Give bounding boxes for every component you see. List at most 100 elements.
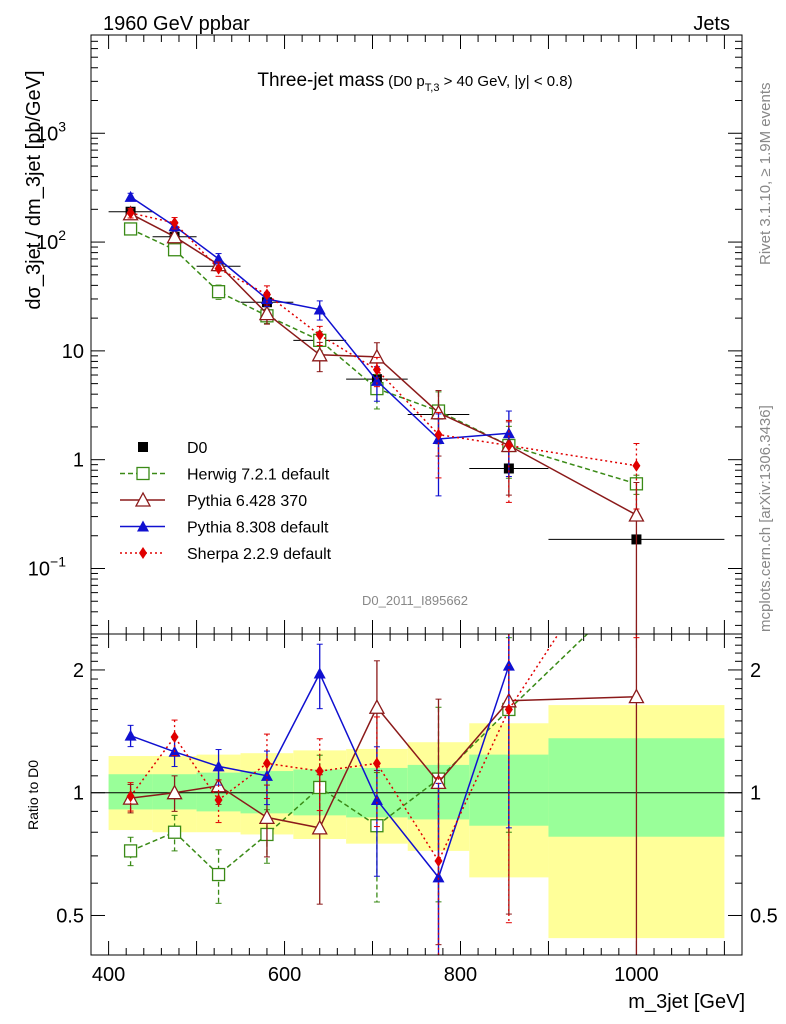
lower-point — [214, 793, 223, 806]
upper-y-tick-label: 10−1 — [28, 553, 66, 580]
upper-point — [372, 363, 381, 376]
lower-point — [434, 855, 443, 868]
lower-point — [166, 784, 183, 800]
lower-point — [504, 703, 513, 716]
upper-point — [311, 346, 328, 362]
x-tick-label: 400 — [92, 964, 125, 986]
header-right: Jets — [693, 13, 730, 35]
upper-point — [258, 305, 276, 321]
upper-point — [504, 439, 513, 452]
lower-point — [628, 688, 645, 704]
upper-series-line-2 — [130, 196, 509, 440]
lower-y-tick-label-right: 1 — [750, 783, 761, 805]
x-tick-label: 1000 — [614, 964, 659, 986]
upper-series-group — [108, 190, 725, 634]
x-axis-label: m_3jet [GeV] — [628, 991, 745, 1013]
lower-series-group — [122, 634, 645, 955]
upper-series-1 — [122, 205, 645, 634]
tick-base: 10 — [36, 232, 58, 254]
upper-point — [502, 427, 515, 439]
legend-entry-0: D0 — [138, 440, 208, 457]
analysis-watermark: D0_2011_I895662 — [362, 593, 468, 608]
upper-panel-frame — [90, 34, 743, 635]
lower-point — [126, 790, 135, 803]
tick-exponent: 2 — [58, 227, 66, 243]
lower-axis-ticks: 400 600 800 1000 0.5 0.5 1 1 2 2 — [56, 634, 778, 986]
lower-point — [124, 729, 137, 741]
upper-point — [313, 303, 326, 315]
tick-exponent: −1 — [50, 553, 66, 569]
main-title-text: Three-jet mass — [257, 70, 384, 91]
lower-y-tick-label-right: 0.5 — [750, 905, 778, 927]
lower-point — [368, 698, 386, 714]
lower-point — [313, 667, 326, 679]
tick-base: 10 — [36, 123, 58, 145]
lower-panel-frame — [90, 633, 743, 956]
legend-marker — [139, 547, 147, 559]
upper-point — [170, 216, 179, 229]
lower-point — [170, 730, 179, 743]
upper-point — [167, 243, 182, 257]
legend-label: Sherpa 2.2.9 default — [187, 546, 332, 563]
upper-series-line-3 — [130, 212, 637, 467]
title-cut-b: > 40 GeV, |y| < 0.8) — [439, 73, 572, 90]
upper-point — [370, 374, 383, 386]
title-cut-a: (D0 p — [388, 73, 425, 90]
upper-series-3 — [126, 206, 641, 510]
lower-point — [212, 760, 225, 772]
upper-point — [212, 252, 225, 264]
upper-point — [123, 222, 138, 236]
lower-y-tick-label-right: 2 — [750, 660, 761, 682]
tick-base: 10 — [28, 558, 50, 580]
lower-series-3 — [126, 634, 640, 955]
legend-entry-3: Pythia 8.308 default — [120, 520, 329, 537]
upper-point — [632, 459, 641, 472]
lower-point — [211, 867, 226, 882]
lower-point — [167, 825, 182, 839]
mcplots-label: mcplots.cern.ch [arXiv:1306.3436] — [757, 405, 774, 632]
legend-marker — [136, 466, 150, 481]
lower-point — [262, 757, 271, 770]
upper-point — [166, 228, 183, 244]
lower-y-tick-label: 2 — [73, 660, 84, 682]
upper-point — [628, 506, 645, 522]
x-tick-label: 800 — [444, 964, 477, 986]
lower-y-tick-label: 1 — [73, 783, 84, 805]
legend: D0 Herwig 7.2.1 default Pythia 6.428 370 Py… — [120, 440, 332, 563]
legend-entry-4: Sherpa 2.2.9 default — [120, 546, 332, 563]
title-cut-sub: T,3 — [425, 82, 440, 94]
lower-point — [315, 765, 324, 778]
legend-entry-2: Pythia 6.428 370 — [120, 491, 307, 510]
legend-label: D0 — [187, 440, 208, 457]
upper-y-tick-label: 10 — [62, 341, 84, 363]
upper-y-tick-label: 1 — [73, 450, 84, 472]
legend-marker — [138, 442, 148, 452]
upper-point — [315, 328, 324, 341]
upper-y-tick-label: 102 — [36, 227, 66, 254]
legend-entry-1: Herwig 7.2.1 default — [120, 467, 330, 484]
lower-point — [432, 871, 445, 883]
legend-marker — [137, 520, 149, 532]
upper-point — [126, 206, 135, 219]
lower-y-axis-label: Ratio to D0 — [25, 760, 41, 830]
lower-point — [123, 844, 138, 858]
lower-point — [370, 793, 383, 805]
uncertainty-bands — [108, 705, 725, 939]
tick-exponent: 3 — [58, 118, 66, 134]
legend-label: Pythia 6.428 370 — [187, 493, 307, 510]
x-tick-label: 600 — [268, 964, 301, 986]
lower-y-tick-label: 0.5 — [56, 905, 84, 927]
lower-series-line-2 — [130, 665, 510, 879]
upper-point — [214, 262, 223, 275]
upper-y-axis-label: dσ_3jet / dm_3jet [pb/GeV] — [23, 70, 45, 309]
upper-y-tick-label: 103 — [36, 118, 66, 145]
upper-point — [211, 285, 226, 299]
upper-point — [124, 190, 137, 202]
rivet-version-label: Rivet 3.1.10, ≥ 1.9M events — [757, 83, 774, 266]
upper-point — [434, 428, 443, 441]
upper-point — [262, 288, 271, 301]
upper-series-line-0 — [130, 228, 637, 485]
legend-label: Herwig 7.2.1 default — [187, 467, 330, 484]
lower-point — [372, 757, 381, 770]
